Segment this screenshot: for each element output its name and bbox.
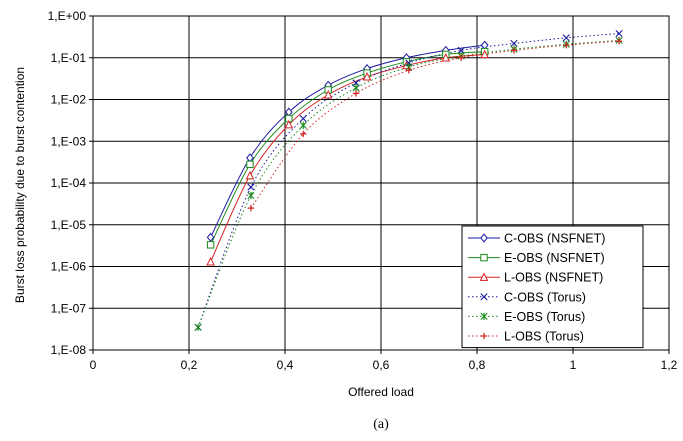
- series-line-4: [197, 39, 620, 328]
- data-point-1: [246, 160, 254, 169]
- series-line-3: [197, 33, 620, 328]
- legend-marker-5: [480, 332, 488, 340]
- data-point-4: [194, 323, 202, 331]
- x-tick-label: 0,6: [373, 358, 390, 372]
- data-point-0: [206, 232, 215, 242]
- data-point-2: [245, 170, 255, 180]
- data-point-2: [206, 256, 215, 266]
- y-tick-label: 1,E-06: [51, 260, 87, 274]
- series-markers: [194, 29, 623, 331]
- data-point-5: [563, 41, 570, 49]
- figure-caption: (a): [373, 417, 389, 432]
- data-point-4: [247, 191, 255, 200]
- data-point-5: [405, 67, 413, 74]
- legend-label-4: E-OBS (Torus): [504, 310, 585, 324]
- y-tick-label: 1,E-07: [51, 301, 87, 315]
- legend-label-3: C-OBS (Torus): [504, 290, 586, 304]
- data-point-5: [510, 47, 518, 54]
- data-point-3: [247, 183, 255, 191]
- data-point-1: [206, 241, 215, 249]
- data-point-5: [247, 204, 255, 212]
- x-axis-ticks: 0 0,2 0,4 0,6 0,8 1 1,2: [90, 350, 678, 372]
- data-point-4: [299, 121, 307, 130]
- x-tick-label: 0,8: [469, 358, 486, 372]
- series-line-5: [250, 40, 620, 209]
- y-axis-title: Burst loss probability due to burst cont…: [13, 67, 27, 303]
- data-point-3: [510, 39, 518, 48]
- data-point-2: [480, 49, 489, 59]
- data-point-3: [457, 46, 465, 54]
- data-point-2: [323, 89, 333, 99]
- data-point-3: [615, 29, 623, 38]
- legend-box: [461, 225, 644, 349]
- legend-label-1: E-OBS (NSFNET): [504, 251, 605, 265]
- legend-label-5: L-OBS (Torus): [504, 330, 584, 344]
- data-point-5: [615, 37, 623, 45]
- x-tick-label: 0,4: [277, 358, 294, 372]
- x-tick-label: 1: [570, 358, 577, 372]
- y-axis-ticks: 1,E-08 1,E-07 1,E-06 1,E-05 1,E-04 1,E-03 1,E-…: [48, 9, 93, 357]
- y-tick-label: 1,E-04: [51, 176, 87, 190]
- legend-marker-3: [480, 293, 488, 301]
- y-tick-label: 1,E-01: [51, 51, 87, 65]
- data-point-5: [352, 90, 360, 97]
- legend-label-2: L-OBS (NSFNET): [504, 271, 603, 285]
- y-tick-label: 1,E-02: [51, 93, 87, 107]
- x-tick-label: 0,2: [181, 358, 198, 372]
- legend-label-0: C-OBS (NSFNET): [504, 232, 605, 246]
- y-tick-label: 1,E-05: [51, 218, 87, 232]
- data-point-5: [300, 130, 307, 138]
- data-point-2: [441, 52, 451, 62]
- legend-marker-0: [480, 233, 488, 243]
- y-tick-label: 1,E+00: [48, 9, 87, 23]
- x-tick-label: 1,2: [661, 358, 678, 372]
- data-point-3: [299, 114, 307, 123]
- x-axis-title: Offered load: [348, 385, 414, 399]
- legend-marker-2: [479, 272, 489, 281]
- y-tick-label: 1,E-03: [51, 134, 87, 148]
- data-point-3: [562, 34, 570, 42]
- x-tick-label: 0: [90, 358, 97, 372]
- y-tick-label: 1,E-08: [51, 343, 87, 357]
- data-point-2: [284, 119, 294, 129]
- legend-marker-1: [480, 253, 488, 262]
- legend-marker-4: [480, 312, 488, 321]
- legend: C-OBS (NSFNET) E-OBS (NSFNET) L-OBS (NSFNE…: [461, 225, 644, 349]
- data-point-5: [457, 54, 465, 61]
- data-point-2: [362, 71, 372, 81]
